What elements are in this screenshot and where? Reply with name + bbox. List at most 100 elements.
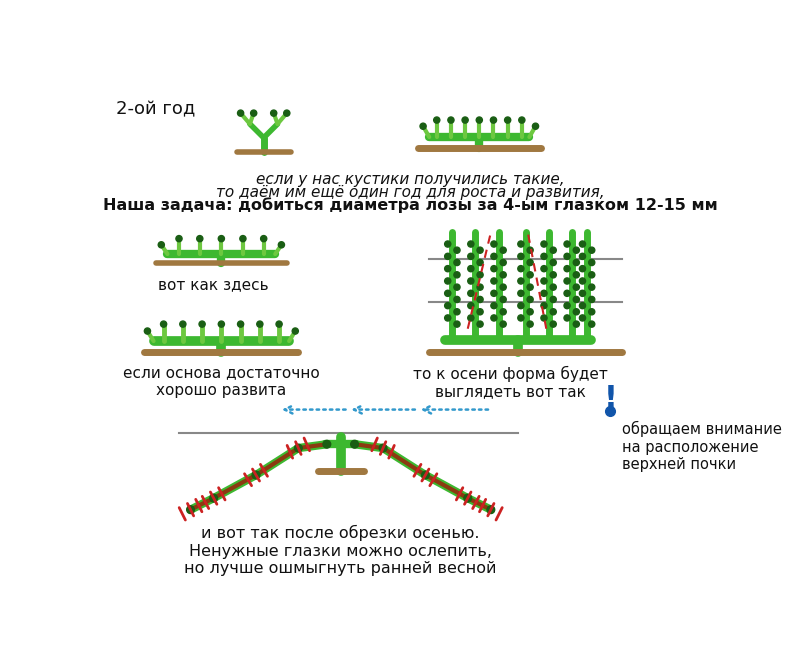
Circle shape — [468, 241, 474, 247]
Circle shape — [323, 440, 330, 448]
Circle shape — [564, 303, 570, 309]
Circle shape — [199, 321, 205, 327]
Circle shape — [589, 272, 595, 278]
Circle shape — [350, 440, 358, 448]
Circle shape — [541, 253, 547, 260]
Text: если основа достаточно
хорошо развита: если основа достаточно хорошо развита — [123, 366, 320, 398]
Circle shape — [491, 253, 497, 260]
Circle shape — [550, 247, 556, 253]
Circle shape — [468, 253, 474, 260]
Circle shape — [491, 278, 497, 284]
Text: Наша задача: добиться диаметра лозы за 4-ым глазком 12-15 мм: Наша задача: добиться диаметра лозы за 4… — [102, 197, 718, 213]
Circle shape — [518, 253, 524, 260]
Circle shape — [579, 315, 586, 321]
Circle shape — [454, 284, 460, 290]
Circle shape — [518, 117, 525, 123]
Circle shape — [454, 247, 460, 253]
Circle shape — [238, 321, 244, 327]
Text: то даём им ещё один год для роста и развития,: то даём им ещё один год для роста и разв… — [216, 184, 604, 199]
Circle shape — [550, 321, 556, 327]
Circle shape — [500, 260, 506, 266]
Circle shape — [564, 278, 570, 284]
Circle shape — [158, 242, 164, 248]
Circle shape — [468, 266, 474, 272]
Circle shape — [448, 117, 454, 123]
Circle shape — [550, 260, 556, 266]
Circle shape — [468, 303, 474, 309]
Text: если у нас кустики получились такие,: если у нас кустики получились такие, — [256, 173, 564, 188]
Circle shape — [491, 241, 497, 247]
Circle shape — [564, 253, 570, 260]
Circle shape — [541, 278, 547, 284]
Circle shape — [476, 117, 482, 123]
Circle shape — [454, 296, 460, 303]
Circle shape — [422, 471, 430, 479]
Circle shape — [218, 321, 225, 327]
Circle shape — [541, 315, 547, 321]
Circle shape — [477, 260, 483, 266]
Circle shape — [186, 506, 194, 513]
Circle shape — [541, 303, 547, 309]
Circle shape — [294, 444, 302, 452]
Circle shape — [541, 266, 547, 272]
Circle shape — [564, 315, 570, 321]
Circle shape — [491, 303, 497, 309]
Circle shape — [518, 315, 524, 321]
Text: обращаем внимание
на расположение
верхней почки: обращаем внимание на расположение верхне… — [622, 421, 782, 472]
Circle shape — [527, 272, 534, 278]
Circle shape — [292, 328, 298, 334]
Circle shape — [500, 284, 506, 290]
Circle shape — [477, 284, 483, 290]
Circle shape — [445, 315, 451, 321]
Circle shape — [518, 290, 524, 296]
Circle shape — [579, 278, 586, 284]
Circle shape — [197, 235, 203, 242]
Circle shape — [445, 253, 451, 260]
Circle shape — [550, 296, 556, 303]
Circle shape — [252, 471, 260, 479]
Circle shape — [445, 241, 451, 247]
Circle shape — [250, 110, 257, 116]
Circle shape — [574, 260, 579, 266]
Circle shape — [500, 272, 506, 278]
Circle shape — [161, 321, 166, 327]
Circle shape — [445, 266, 451, 272]
Circle shape — [579, 303, 586, 309]
Circle shape — [477, 272, 483, 278]
Text: !: ! — [603, 383, 617, 413]
Circle shape — [527, 321, 534, 327]
Circle shape — [445, 290, 451, 296]
Circle shape — [270, 110, 277, 116]
Circle shape — [434, 117, 440, 123]
Circle shape — [579, 253, 586, 260]
Circle shape — [527, 284, 534, 290]
Circle shape — [589, 247, 595, 253]
Circle shape — [564, 266, 570, 272]
Circle shape — [589, 284, 595, 290]
Circle shape — [589, 321, 595, 327]
Circle shape — [500, 321, 506, 327]
Circle shape — [550, 309, 556, 315]
Circle shape — [541, 290, 547, 296]
Circle shape — [468, 315, 474, 321]
Circle shape — [379, 444, 387, 452]
Circle shape — [445, 278, 451, 284]
Circle shape — [518, 303, 524, 309]
Circle shape — [491, 266, 497, 272]
Text: то к осени форма будет
выглядеть вот так: то к осени форма будет выглядеть вот так — [413, 366, 607, 399]
Circle shape — [491, 290, 497, 296]
Circle shape — [257, 321, 263, 327]
Circle shape — [468, 278, 474, 284]
Circle shape — [589, 296, 595, 303]
Circle shape — [176, 235, 182, 242]
Circle shape — [487, 506, 494, 513]
Circle shape — [464, 494, 472, 502]
Circle shape — [210, 494, 218, 502]
Text: 2-ой год: 2-ой год — [116, 100, 195, 118]
Circle shape — [454, 309, 460, 315]
Circle shape — [589, 260, 595, 266]
Circle shape — [462, 117, 468, 123]
Circle shape — [550, 272, 556, 278]
Circle shape — [180, 321, 186, 327]
Circle shape — [500, 247, 506, 253]
